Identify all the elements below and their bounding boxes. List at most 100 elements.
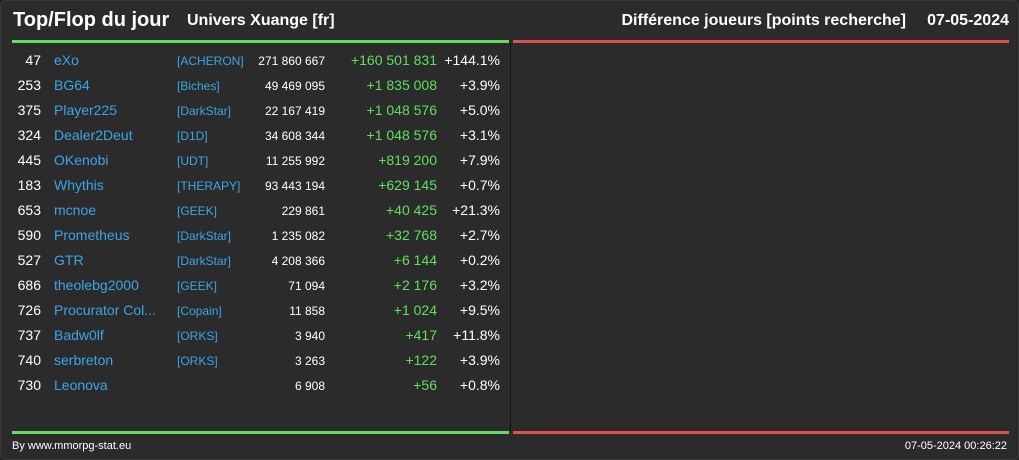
player-name-link[interactable]: GTR — [54, 252, 84, 268]
player-name-link[interactable]: BG64 — [54, 77, 90, 93]
points-difference: +160 501 831 — [350, 52, 437, 68]
alliance-link[interactable]: [GEEK] — [177, 204, 218, 218]
points-difference: +1 048 576 — [366, 102, 437, 118]
list-item: 527 GTR [DarkStar] 4 208 366 +6 144 +0.2% — [1, 248, 510, 273]
flop-accent-bar-bottom — [513, 431, 1009, 434]
player-points: 4 208 366 — [271, 254, 325, 268]
list-item: 726 Procurator Col... [Copain] 11 858 +1 024… — [1, 298, 510, 323]
top-accent-bar-bottom — [12, 431, 509, 434]
percent-change: +21.3% — [452, 202, 500, 218]
list-item: 590 Prometheus [DarkStar] 1 235 082 +32 768 +… — [1, 223, 510, 248]
page-title: Top/Flop du jour — [13, 9, 170, 31]
player-rank: 726 — [17, 302, 41, 318]
percent-change: +11.8% — [453, 327, 500, 343]
player-points: 229 861 — [281, 204, 325, 218]
player-name-link[interactable]: Dealer2Deut — [54, 127, 133, 143]
header-date: 07-05-2024 — [927, 12, 1009, 29]
alliance-link[interactable]: [DarkStar] — [177, 104, 232, 118]
player-rank: 324 — [17, 127, 41, 143]
player-name-link[interactable]: Leonova — [54, 377, 108, 393]
points-difference: +1 048 576 — [366, 127, 437, 143]
player-rank: 527 — [17, 252, 41, 268]
alliance-link[interactable]: [D1D] — [177, 129, 208, 143]
points-difference: +629 145 — [378, 177, 437, 193]
player-name-link[interactable]: eXo — [54, 52, 79, 68]
server-name: Univers Xuange [fr] — [187, 12, 335, 29]
percent-change: +3.2% — [459, 277, 500, 293]
alliance-link[interactable]: [THERAPY] — [177, 179, 241, 193]
percent-change: +0.8% — [459, 377, 500, 393]
player-points: 71 094 — [288, 279, 325, 293]
player-name-link[interactable]: OKenobi — [54, 152, 109, 168]
alliance-link[interactable]: [ACHERON] — [177, 54, 244, 68]
list-item: 47 eXo [ACHERON] 271 860 667 +160 501 831 +14… — [1, 48, 510, 73]
percent-change: +5.0% — [459, 102, 500, 118]
alliance-link[interactable]: [ORKS] — [177, 329, 218, 343]
percent-change: +3.9% — [459, 77, 500, 93]
player-name-link[interactable]: Whythis — [54, 177, 104, 193]
list-item: 183 Whythis [THERAPY] 93 443 194 +629 145 +0.… — [1, 173, 510, 198]
list-item: 730 Leonova 6 908 +56 +0.8% — [1, 373, 510, 398]
percent-change: +3.1% — [459, 127, 500, 143]
player-name-link[interactable]: mcnoe — [54, 202, 97, 218]
alliance-link[interactable]: [Biches] — [177, 79, 220, 93]
player-points: 1 235 082 — [271, 229, 325, 243]
list-item: 324 Dealer2Deut [D1D] 34 608 344 +1 048 576 +… — [1, 123, 510, 148]
top-player-list: 47 eXo [ACHERON] 271 860 667 +160 501 831 +14… — [1, 48, 510, 398]
player-name-link[interactable]: serbreton — [54, 352, 114, 368]
alliance-link[interactable]: [DarkStar] — [177, 229, 232, 243]
player-rank: 740 — [17, 352, 41, 368]
player-points: 11 858 — [289, 304, 325, 318]
alliance-link[interactable]: [Copain] — [177, 304, 222, 318]
player-name-link[interactable]: Player225 — [54, 102, 118, 118]
player-rank: 653 — [17, 202, 41, 218]
list-item: 653 mcnoe [GEEK] 229 861 +40 425 +21.3% — [1, 198, 510, 223]
percent-change: +0.7% — [459, 177, 500, 193]
column-divider — [510, 43, 511, 431]
points-difference: +40 425 — [386, 202, 437, 218]
points-difference: +2 176 — [393, 277, 437, 293]
player-rank: 183 — [17, 177, 41, 193]
player-rank: 737 — [17, 327, 41, 343]
list-item: 686 theolebg2000 [GEEK] 71 094 +2 176 +3.2% — [1, 273, 510, 298]
player-name-link[interactable]: Procurator Col... — [54, 302, 156, 318]
player-name-link[interactable]: Badw0lf — [54, 327, 104, 343]
player-rank: 375 — [17, 102, 41, 118]
metric-label: Différence joueurs [points recherche] — [621, 12, 906, 29]
player-points: 93 443 194 — [264, 179, 325, 193]
alliance-link[interactable]: [UDT] — [177, 154, 209, 168]
alliance-link[interactable]: [GEEK] — [177, 279, 218, 293]
percent-change: +7.9% — [459, 152, 500, 168]
player-points: 3 940 — [294, 329, 325, 343]
player-name-link[interactable]: theolebg2000 — [54, 277, 139, 293]
percent-change: +144.1% — [444, 52, 500, 68]
player-points: 22 167 419 — [264, 104, 325, 118]
percent-change: +2.7% — [459, 227, 500, 243]
player-rank: 686 — [17, 277, 41, 293]
percent-change: +3.9% — [459, 352, 500, 368]
alliance-link[interactable]: [ORKS] — [177, 354, 218, 368]
points-difference: +1 835 008 — [366, 77, 437, 93]
list-item: 375 Player225 [DarkStar] 22 167 419 +1 048 5… — [1, 98, 510, 123]
points-difference: +1 024 — [393, 302, 437, 318]
flop-accent-bar — [513, 40, 1009, 43]
points-difference: +56 — [413, 377, 437, 393]
player-rank: 47 — [25, 52, 41, 68]
player-name-link[interactable]: Prometheus — [54, 227, 130, 243]
percent-change: +0.2% — [459, 252, 500, 268]
player-rank: 730 — [17, 377, 41, 393]
points-difference: +122 — [405, 352, 437, 368]
player-points: 34 608 344 — [264, 129, 325, 143]
list-item: 445 OKenobi [UDT] 11 255 992 +819 200 +7.9% — [1, 148, 510, 173]
top-accent-bar — [12, 40, 509, 43]
alliance-link[interactable]: [DarkStar] — [177, 254, 232, 268]
player-rank: 590 — [17, 227, 41, 243]
list-item: 740 serbreton [ORKS] 3 263 +122 +3.9% — [1, 348, 510, 373]
points-difference: +819 200 — [378, 152, 437, 168]
list-item: 253 BG64 [Biches] 49 469 095 +1 835 008 +3.9% — [1, 73, 510, 98]
points-difference: +32 768 — [386, 227, 437, 243]
list-item: 737 Badw0lf [ORKS] 3 940 +417 +11.8% — [1, 323, 510, 348]
points-difference: +417 — [405, 327, 437, 343]
player-points: 49 469 095 — [264, 79, 325, 93]
